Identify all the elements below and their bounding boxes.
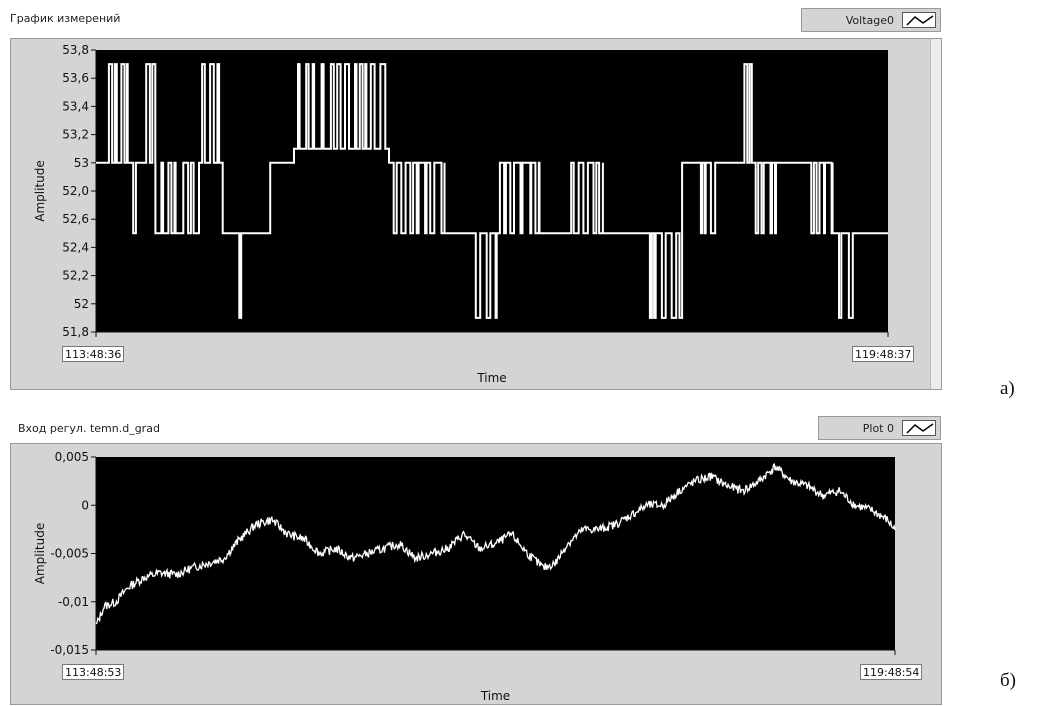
line-style-icon[interactable]: [902, 420, 936, 436]
chart-panel-a: График измерений Voltage0 51,8 52 52,2 52,4…: [10, 8, 942, 390]
panel-label-b: б): [1000, 670, 1016, 691]
chart-svg-a: 51,8 52 52,2 52,4 52,6 52,0 53 53,2 53,4 53,6 53,8…: [33, 43, 889, 385]
y-tick-label: 52,6: [62, 212, 89, 226]
y-tick-label: 51,8: [62, 325, 89, 339]
y-tick-label: 53,6: [62, 71, 89, 85]
y-axis-label: Amplitude: [33, 160, 47, 222]
x-end-label-a: 119:48:37: [852, 346, 915, 362]
series-line-plot0: [95, 462, 896, 625]
panel-label-a: а): [1000, 378, 1015, 399]
x-axis-label: Time: [480, 689, 510, 703]
line-style-icon[interactable]: [902, 12, 936, 28]
x-start-label-a: 113:48:36: [62, 346, 125, 362]
legend-label-b: Plot 0: [862, 421, 894, 435]
series-line-voltage0: [96, 63, 888, 319]
plot-area: [96, 457, 895, 650]
scroll-strip-a[interactable]: [930, 39, 941, 389]
y-tick-label: 52,0: [62, 184, 89, 198]
x-start-label-b: 113:48:53: [62, 664, 125, 680]
chart-title-a: График измерений: [10, 12, 121, 25]
y-tick-label: 0: [81, 498, 89, 512]
chart-panel-b: Вход регул. temn.d_grad Plot 0 -0,015 -0,…: [0, 410, 950, 706]
y-axis-label: Amplitude: [33, 523, 47, 585]
x-axis-label: Time: [476, 371, 506, 385]
chart-svg-b: -0,015 -0,01 -0,005 0 0,005 Amplitude Time: [33, 450, 896, 703]
y-tick-label: 0,005: [55, 450, 89, 464]
y-tick-label: -0,01: [58, 595, 89, 609]
y-tick-label: 52: [74, 297, 89, 311]
y-tick-label: 52,2: [62, 269, 89, 283]
y-tick-label: -0,005: [50, 547, 89, 561]
legend-b[interactable]: Plot 0: [818, 416, 941, 440]
y-tick-label: 52,4: [62, 240, 89, 254]
y-tick-label: 53,8: [62, 43, 89, 57]
y-tick-label: 53: [74, 156, 89, 170]
legend-label-a: Voltage0: [845, 13, 894, 27]
y-tick-label: -0,015: [50, 643, 89, 657]
chart-title-b: Вход регул. temn.d_grad: [18, 422, 160, 435]
legend-a[interactable]: Voltage0: [801, 8, 941, 32]
x-end-label-b: 119:48:54: [860, 664, 923, 680]
y-tick-label: 53,2: [62, 128, 89, 142]
y-tick-label: 53,4: [62, 99, 89, 113]
